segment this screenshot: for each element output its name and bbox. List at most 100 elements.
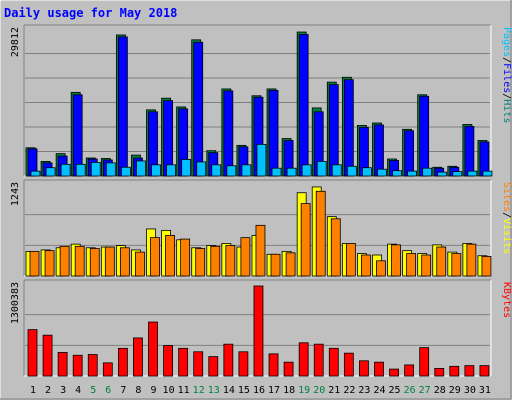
bar-kbytes-2 — [42, 334, 53, 377]
bar-kbytes-7 — [117, 347, 128, 377]
bar-pages-22 — [346, 165, 357, 177]
bar-pages-21 — [331, 164, 342, 177]
panel-sites-visits: 1243 Sites/Visits — [10, 179, 512, 277]
bar-pages-4 — [75, 163, 86, 177]
bar-sites-14 — [225, 245, 236, 277]
bar-kbytes-21 — [328, 347, 339, 377]
chart-title: Daily usage for May 2018 — [4, 6, 177, 20]
bar-pages-5 — [90, 161, 101, 177]
panel-kbytes: 1300383 KBytes — [10, 279, 512, 377]
bar-kbytes-20 — [313, 343, 324, 377]
bar-sites-28 — [436, 246, 447, 277]
bar-kbytes-6 — [102, 362, 113, 377]
x-tick-label: 22 — [343, 385, 355, 396]
bar-files-22 — [343, 79, 354, 177]
bar-pages-7 — [120, 166, 131, 177]
x-tick-label: 30 — [464, 385, 476, 396]
bar-files-27 — [419, 95, 430, 177]
x-tick-label: 18 — [283, 385, 295, 396]
legend-entry: Pages — [501, 27, 512, 57]
bar-sites-13 — [210, 245, 221, 277]
panel-pages-files-hits: 29812 Pages/Files/Hits — [10, 24, 512, 177]
bar-sites-25 — [391, 244, 401, 277]
bar-kbytes-9 — [148, 321, 158, 377]
bar-pages-15 — [241, 164, 252, 177]
bar-pages-10 — [166, 164, 176, 177]
bar-sites-6 — [104, 246, 115, 277]
bar-kbytes-4 — [72, 354, 83, 377]
x-tick-label: 7 — [120, 385, 126, 396]
panel-legend: Pages/Files/Hits — [501, 27, 512, 123]
x-tick-label: 14 — [223, 385, 235, 396]
bar-files-24 — [374, 124, 384, 177]
bar-sites-30 — [466, 243, 477, 277]
y-max-label: 29812 — [10, 27, 21, 57]
series-sites — [29, 190, 492, 277]
x-tick-label: 25 — [389, 385, 401, 396]
bar-pages-20 — [316, 161, 327, 177]
bar-kbytes-23 — [359, 360, 369, 377]
bar-kbytes-8 — [133, 337, 143, 377]
bar-pages-19 — [301, 164, 312, 177]
bar-files-4 — [72, 94, 83, 177]
series-pages — [30, 143, 493, 177]
legend-entry: / — [501, 57, 512, 63]
bar-pages-9 — [151, 164, 161, 177]
bar-files-14 — [223, 90, 234, 177]
bar-kbytes-18 — [283, 361, 294, 377]
x-tick-label: 12 — [193, 385, 205, 396]
bar-kbytes-24 — [374, 361, 384, 377]
bar-pages-13 — [211, 164, 222, 177]
x-axis-labels: 1 2 3 4 5 6 7 8 9 10 11 12 13 14 15 16 17 18 19 20 21 22 23 24 2… — [30, 385, 491, 396]
bar-pages-8 — [136, 160, 146, 177]
panel-legend: Sites/Visits — [501, 182, 512, 254]
bar-pages-29 — [452, 171, 463, 177]
x-tick-label: 28 — [434, 385, 446, 396]
bar-kbytes-13 — [208, 356, 219, 377]
bar-sites-22 — [345, 243, 356, 277]
bar-kbytes-30 — [464, 365, 475, 377]
bar-pages-17 — [271, 167, 282, 177]
x-tick-label: 23 — [358, 385, 370, 396]
x-tick-label: 11 — [178, 385, 190, 396]
legend-entry: KBytes — [501, 282, 512, 318]
x-tick-label: 15 — [238, 385, 250, 396]
bar-pages-28 — [437, 171, 448, 177]
legend-entry: Sites — [501, 182, 512, 212]
bar-kbytes-12 — [193, 351, 204, 377]
bar-sites-5 — [89, 248, 100, 277]
x-tick-label: 3 — [60, 385, 66, 396]
bar-pages-31 — [482, 170, 493, 177]
chart-panels: 29812 Pages/Files/Hits 1243 Sites/Visits 130… — [10, 24, 512, 377]
bar-sites-27 — [421, 254, 432, 277]
x-tick-label: 2 — [45, 385, 51, 396]
bar-kbytes-1 — [27, 329, 38, 377]
x-tick-label: 29 — [449, 385, 461, 396]
y-max-label: 1243 — [10, 182, 21, 206]
bar-pages-12 — [196, 161, 207, 177]
bar-kbytes-22 — [343, 352, 354, 377]
bar-files-30 — [464, 125, 475, 177]
x-tick-label: 1 — [30, 385, 36, 396]
bar-sites-9 — [150, 237, 160, 277]
y-max-label: 1300383 — [10, 282, 21, 324]
legend-entry: Files — [501, 63, 512, 93]
bar-kbytes-28 — [434, 367, 445, 377]
bar-pages-26 — [407, 170, 418, 177]
bar-kbytes-31 — [479, 365, 490, 377]
bar-kbytes-3 — [57, 352, 68, 377]
bar-sites-31 — [481, 256, 492, 277]
bar-sites-10 — [165, 235, 175, 277]
x-tick-label: 13 — [208, 385, 220, 396]
bar-sites-12 — [195, 248, 206, 277]
x-tick-label: 4 — [75, 385, 81, 396]
bar-pages-11 — [181, 159, 192, 177]
panel-legend: KBytes — [501, 282, 512, 318]
bar-pages-23 — [362, 167, 372, 177]
bar-sites-16 — [255, 224, 266, 277]
x-tick-label: 20 — [313, 385, 325, 396]
bar-kbytes-15 — [238, 351, 249, 377]
x-tick-label: 9 — [151, 385, 157, 396]
bar-pages-14 — [226, 165, 237, 177]
bar-sites-4 — [74, 245, 85, 277]
